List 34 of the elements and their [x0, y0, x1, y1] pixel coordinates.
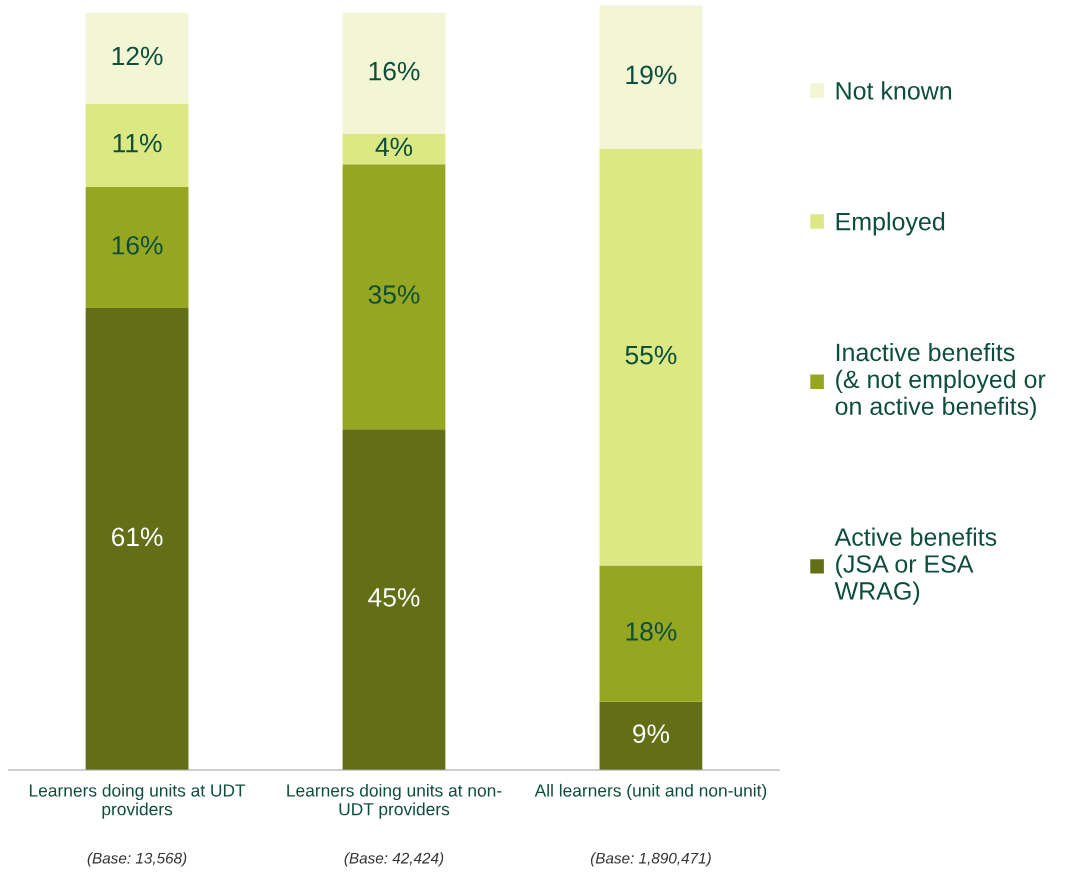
bar — [599, 5, 703, 150]
text: (Base: 42,424) — [344, 852, 444, 867]
data-label: 16% — [112, 235, 163, 255]
data-label: 45% — [368, 588, 420, 607]
data-label: 12% — [112, 46, 163, 66]
data-label: 16% — [369, 61, 420, 81]
bar — [342, 429, 446, 770]
legend-label: Not known — [836, 81, 952, 100]
bar — [599, 701, 703, 770]
legend-label: Employed — [836, 212, 945, 236]
data-label: 19% — [626, 65, 677, 85]
bar — [599, 565, 703, 702]
bar — [85, 12, 189, 104]
bar — [599, 149, 703, 566]
bar — [342, 164, 446, 430]
text: (Base: 1,890,471) — [590, 852, 711, 867]
bar — [85, 308, 189, 770]
bar — [342, 133, 446, 165]
legend-label: Active benefits (JSA or ESA WRAG) — [834, 527, 997, 605]
data-label: 18% — [626, 622, 677, 641]
data-label: 11% — [113, 133, 162, 153]
x-tick-label: All learners (unit and non-unit) — [534, 783, 767, 801]
data-label: 9% — [633, 724, 670, 744]
text: (Base: 13,568) — [87, 852, 187, 867]
bar — [85, 186, 189, 309]
x-tick-label: Learners doing units at non- UDT providers — [287, 783, 502, 819]
bar — [342, 12, 446, 134]
bar — [85, 103, 189, 187]
legend-label: Inactive benefits (& not employed or on active benefits) — [835, 342, 1046, 421]
data-label: 61% — [112, 527, 163, 547]
x-tick-label: Learners doing units at UDT providers — [29, 783, 246, 819]
data-label: 55% — [625, 345, 677, 365]
data-label: 4% — [375, 137, 413, 157]
data-label: 35% — [368, 285, 420, 304]
